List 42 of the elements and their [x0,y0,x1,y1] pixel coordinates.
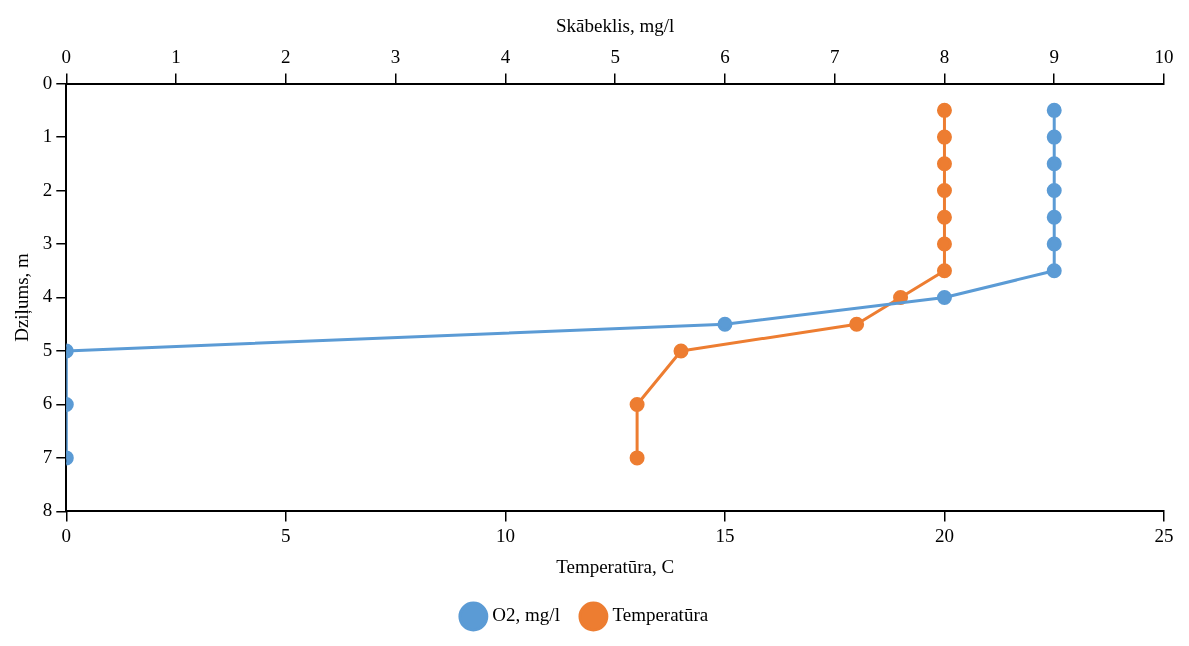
x2-tick-label: 7 [829,46,840,68]
legend-label: Temperatūra [612,604,709,626]
y-tick-label: 2 [42,178,53,200]
point [629,450,645,466]
x-tick-label: 20 [934,524,954,546]
x2-tick-label: 9 [1049,46,1059,68]
x2-axis-title: Skābeklis, mg/l [556,15,675,37]
point [936,236,952,252]
x2-tick-label: 5 [610,46,620,68]
point [936,183,952,199]
point [936,156,952,172]
legend-label: O2, mg/l [492,604,560,626]
x2-tick-label: 1 [171,46,181,68]
point [849,316,865,332]
point [629,396,645,412]
x-axis-title: Temperatūra, C [556,555,675,577]
x2-tick-label: 3 [390,46,401,68]
y-tick-label: 5 [42,338,53,360]
x2-tick-label: 0 [61,46,72,68]
y-tick-label: 6 [42,392,53,414]
x-tick-label: 10 [495,524,515,546]
y-tick-label: 0 [42,71,53,93]
x2-tick-label: 6 [720,46,730,68]
y-tick-label: 7 [42,445,53,467]
x2-tick-label: 10 [1154,46,1174,68]
point [936,129,952,145]
y-tick-label: 8 [42,499,53,521]
x2-tick-label: 4 [500,46,511,68]
y-tick-label: 4 [42,285,53,307]
y-tick-label: 1 [42,125,53,147]
point [673,343,689,359]
x-tick-label: 15 [715,524,735,546]
x-tick-label: 0 [61,524,72,546]
point [936,263,952,279]
x2-tick-label: 2 [281,46,291,68]
point [936,209,952,225]
x2-tick-label: 8 [939,46,950,68]
y-axis-title: Dziļums, m [11,252,33,342]
x-tick-label: 25 [1154,524,1174,546]
x-tick-label: 5 [281,524,291,546]
y-tick-label: 3 [42,232,53,254]
point [936,102,952,118]
